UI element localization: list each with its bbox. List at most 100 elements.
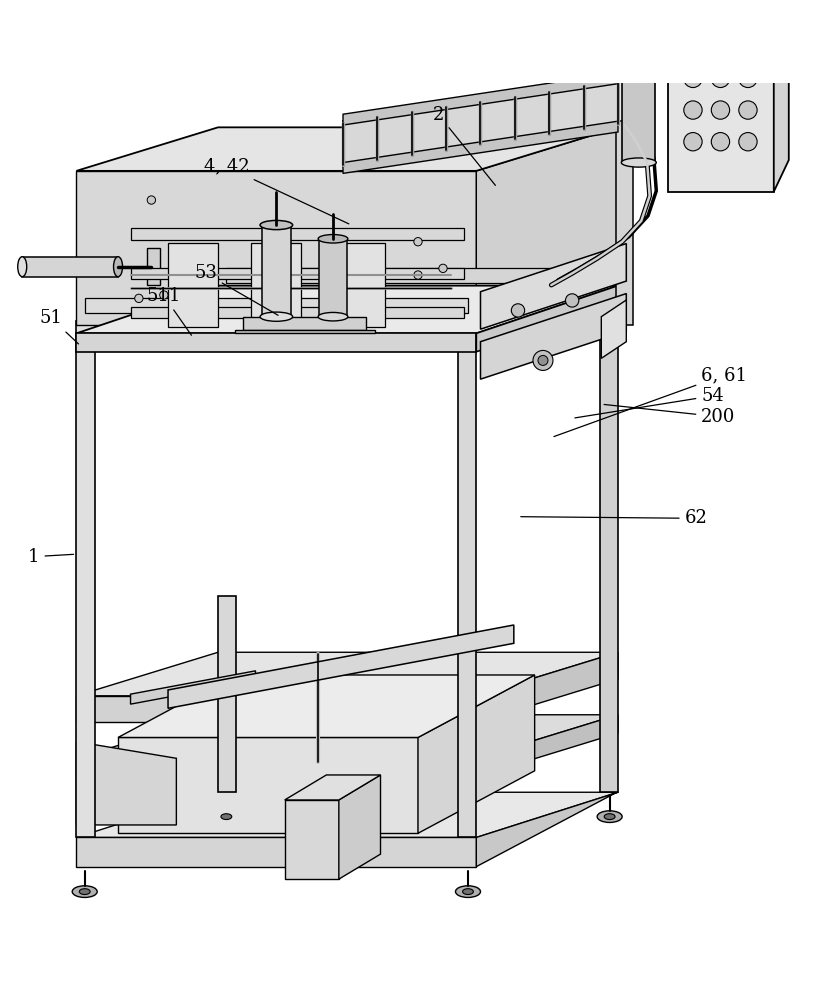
Polygon shape [285,775,380,800]
Polygon shape [130,671,256,704]
Ellipse shape [319,235,348,243]
Polygon shape [218,596,237,792]
Text: 1: 1 [28,548,74,566]
Circle shape [147,196,155,204]
Polygon shape [668,17,774,192]
Polygon shape [343,73,618,125]
Ellipse shape [221,814,232,820]
Text: 4, 42: 4, 42 [203,158,349,224]
Polygon shape [227,268,609,283]
Circle shape [439,264,447,273]
Polygon shape [343,80,618,167]
Text: 54: 54 [575,387,724,418]
Polygon shape [622,33,655,163]
Polygon shape [339,775,380,879]
Circle shape [684,133,702,151]
Polygon shape [168,625,514,708]
Polygon shape [118,737,418,833]
Text: 62: 62 [521,509,707,527]
Polygon shape [263,225,291,317]
Ellipse shape [604,814,615,820]
Polygon shape [243,317,366,330]
Polygon shape [76,792,618,837]
Ellipse shape [621,158,656,167]
Polygon shape [252,243,301,327]
Polygon shape [668,0,789,17]
Polygon shape [76,333,477,352]
Circle shape [538,355,548,365]
Polygon shape [285,800,339,879]
Polygon shape [147,248,160,285]
Polygon shape [481,294,626,379]
Text: 53: 53 [194,264,278,315]
Polygon shape [76,127,618,171]
Polygon shape [76,286,618,333]
Text: 2: 2 [433,106,496,185]
Polygon shape [477,127,618,325]
Circle shape [414,271,422,279]
Ellipse shape [260,220,293,230]
Polygon shape [76,696,477,722]
Ellipse shape [79,889,90,895]
Circle shape [414,238,422,246]
Circle shape [565,294,579,307]
Ellipse shape [621,29,656,38]
Polygon shape [235,330,375,333]
Polygon shape [168,243,218,327]
Polygon shape [774,0,789,192]
Ellipse shape [18,257,27,277]
Circle shape [739,101,757,119]
Circle shape [512,304,525,317]
Polygon shape [319,239,347,317]
Circle shape [135,294,143,303]
Polygon shape [76,758,477,777]
Circle shape [684,69,702,88]
Polygon shape [477,286,618,352]
Polygon shape [76,715,618,758]
Circle shape [533,350,553,370]
Circle shape [739,133,757,151]
Polygon shape [23,257,118,277]
Text: 51: 51 [40,309,79,344]
Circle shape [711,69,730,88]
Text: 511: 511 [146,287,191,335]
Circle shape [711,133,730,151]
Circle shape [711,101,730,119]
Polygon shape [477,715,618,777]
Circle shape [160,291,168,299]
Polygon shape [334,243,385,327]
Ellipse shape [72,886,97,897]
Polygon shape [418,675,535,833]
Polygon shape [481,244,626,329]
Ellipse shape [462,889,473,895]
Polygon shape [477,652,618,722]
Polygon shape [130,228,464,240]
Ellipse shape [597,811,622,822]
Ellipse shape [114,257,123,277]
Circle shape [684,101,702,119]
Polygon shape [599,276,618,792]
Circle shape [739,69,757,88]
Text: 6, 61: 6, 61 [554,366,747,437]
Polygon shape [343,121,618,173]
Ellipse shape [456,886,481,897]
Polygon shape [130,268,464,279]
Polygon shape [76,742,176,825]
Polygon shape [76,321,94,837]
Text: 200: 200 [604,404,736,426]
Ellipse shape [214,811,239,822]
Polygon shape [616,121,633,325]
Polygon shape [130,307,464,318]
Polygon shape [76,652,618,696]
Polygon shape [118,675,535,737]
Polygon shape [84,298,468,313]
Ellipse shape [260,312,293,321]
Polygon shape [601,300,626,358]
Polygon shape [731,46,760,58]
Polygon shape [458,321,477,837]
Polygon shape [681,46,722,63]
Ellipse shape [319,312,348,321]
Polygon shape [477,792,618,867]
Polygon shape [76,171,477,325]
Polygon shape [76,837,477,867]
